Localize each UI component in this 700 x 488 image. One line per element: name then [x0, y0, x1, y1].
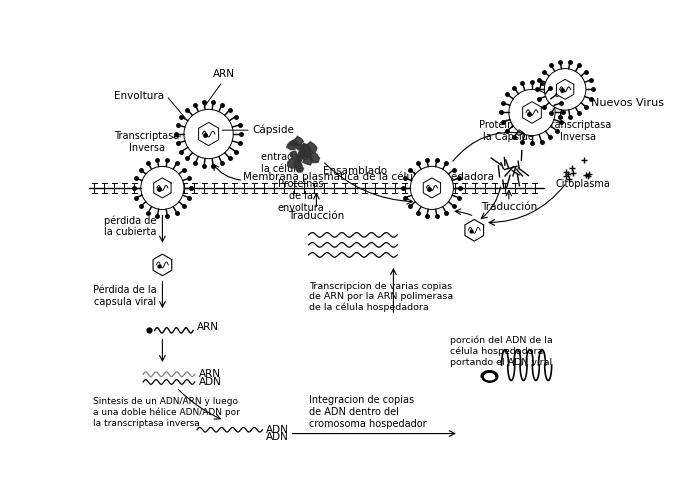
Text: Sintesis de un ADN/ARN y luego
a una doble hélice ADN/ADN por
la transcriptasa i: Sintesis de un ADN/ARN y luego a una dob… [93, 397, 240, 428]
Text: Ensamblado: Ensamblado [323, 166, 387, 176]
Polygon shape [295, 136, 303, 145]
Circle shape [141, 166, 184, 209]
Text: Pérdida de la
capsula viral: Pérdida de la capsula viral [92, 285, 156, 306]
Polygon shape [303, 154, 313, 165]
Polygon shape [288, 158, 298, 168]
Text: Integracion de copias
de ADN dentro del
cromosoma hospedador: Integracion de copias de ADN dentro del … [309, 395, 426, 428]
Polygon shape [290, 151, 297, 158]
Polygon shape [153, 254, 172, 276]
Text: Proteínas
de la
envoltura: Proteínas de la envoltura [278, 180, 324, 213]
Text: Proteínas de
la Cápside: Proteínas de la Cápside [479, 120, 539, 142]
Circle shape [545, 69, 586, 110]
Text: ADN: ADN [199, 377, 221, 387]
Polygon shape [287, 141, 297, 150]
Text: Traducción: Traducción [481, 202, 537, 212]
Text: Traducción: Traducción [288, 211, 344, 221]
Text: Envoltura: Envoltura [114, 90, 164, 101]
Text: ADN: ADN [266, 432, 289, 443]
Text: Transcriptasa
Inversa: Transcriptasa Inversa [545, 120, 611, 142]
Text: ARN: ARN [213, 69, 235, 79]
Polygon shape [154, 178, 171, 198]
Text: Nuevos Virus: Nuevos Virus [592, 98, 664, 108]
Polygon shape [298, 150, 305, 158]
Text: ARN: ARN [197, 322, 219, 332]
Polygon shape [290, 140, 298, 147]
Text: Transcriptasa
Inversa: Transcriptasa Inversa [114, 131, 180, 153]
Text: Cápside: Cápside [253, 125, 295, 135]
Polygon shape [199, 122, 218, 145]
Polygon shape [298, 152, 305, 160]
Polygon shape [306, 142, 317, 152]
Text: porción del ADN de la
célula hospedadora
portando el ADN viral: porción del ADN de la célula hospedadora… [449, 336, 552, 366]
Polygon shape [556, 80, 574, 100]
Text: ADN: ADN [266, 425, 289, 435]
Polygon shape [296, 157, 302, 163]
Polygon shape [304, 151, 312, 157]
Text: entrada a
la célula: entrada a la célula [261, 152, 308, 174]
Circle shape [410, 166, 454, 209]
Polygon shape [301, 144, 310, 153]
Polygon shape [523, 102, 541, 123]
Text: Membrana plasmática de la célula hospedadora: Membrana plasmática de la célula hospeda… [244, 172, 494, 183]
Polygon shape [465, 220, 484, 241]
Polygon shape [300, 143, 311, 154]
Polygon shape [296, 144, 302, 150]
Text: Citoplasma: Citoplasma [555, 179, 610, 189]
Text: pérdida de
la cubierta: pérdida de la cubierta [104, 215, 156, 238]
Polygon shape [424, 178, 440, 198]
Polygon shape [310, 152, 320, 163]
Text: ARN: ARN [199, 369, 220, 379]
Polygon shape [295, 165, 304, 172]
Circle shape [509, 89, 555, 136]
Polygon shape [303, 149, 312, 158]
Text: Transcripcion de varias copias
de ARN por la ARN polimerasa
de la célula hospeda: Transcripcion de varias copias de ARN po… [309, 282, 453, 312]
Circle shape [184, 109, 233, 159]
Polygon shape [294, 160, 302, 167]
